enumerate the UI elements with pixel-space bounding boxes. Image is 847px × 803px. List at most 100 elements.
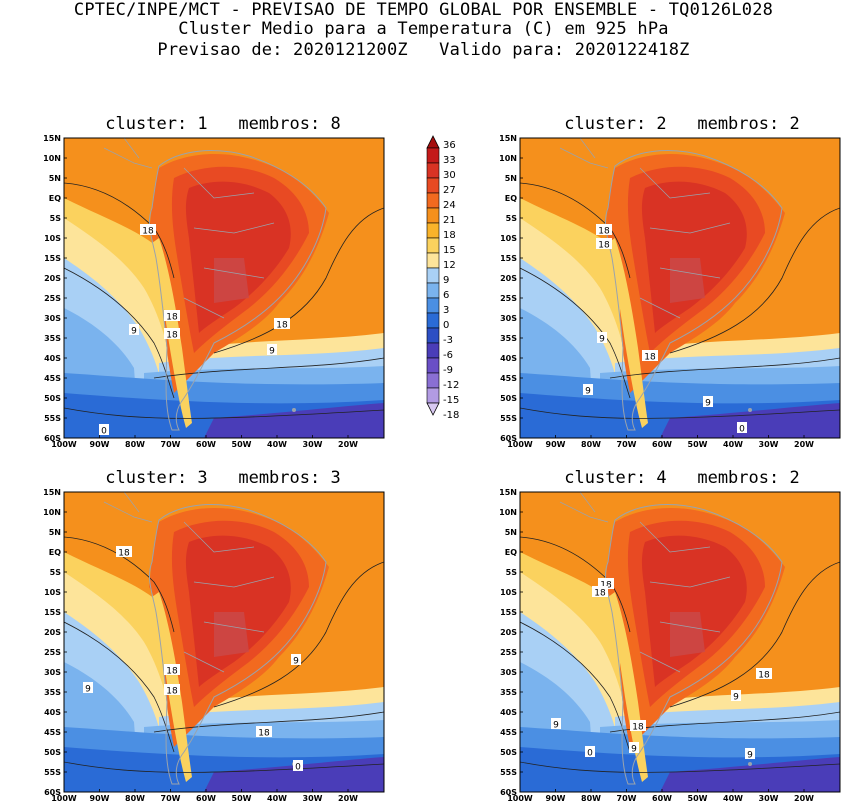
colorbar-label: 24 [443, 200, 456, 211]
lat-tick-label: 20S [500, 274, 517, 283]
lat-tick-label: 40S [44, 354, 61, 363]
contour-label: 18 [630, 720, 646, 733]
contour-label: 18 [256, 726, 272, 739]
colorbar-swatch [426, 282, 440, 299]
lon-tick-label: 90W [546, 794, 566, 803]
map-frame [519, 491, 841, 793]
lat-tick-label: 5N [49, 174, 61, 183]
panel-title-1: cluster: 1 membros: 8 [105, 114, 341, 134]
svg-text:9: 9 [131, 327, 137, 337]
svg-text:18: 18 [166, 687, 178, 697]
lon-tick-label: 30W [759, 794, 779, 803]
svg-text:0: 0 [739, 425, 745, 435]
colorbar-swatch [426, 387, 440, 404]
contour-label: 18 [164, 328, 180, 341]
contour-label: 9 [597, 332, 607, 345]
svg-text:9: 9 [733, 693, 739, 703]
colorbar-label: 9 [443, 275, 449, 286]
lat-tick-label: 15S [44, 608, 61, 617]
lat-tick-label: 10N [43, 508, 61, 517]
lat-tick-label: 10S [44, 588, 61, 597]
lat-tick-label: 50S [44, 394, 61, 403]
colorbar-swatch [426, 327, 440, 344]
lon-tick-label: 100W [51, 440, 77, 449]
map-frame [63, 137, 385, 439]
svg-text:9: 9 [293, 657, 299, 667]
lat-tick-label: 10S [44, 234, 61, 243]
colorbar-label: 36 [443, 140, 456, 151]
lon-tick-label: 70W [617, 794, 637, 803]
contour-label: 9 [291, 654, 301, 667]
panel-title-2: cluster: 2 membros: 2 [564, 114, 800, 134]
lat-tick-label: 20S [500, 628, 517, 637]
svg-text:9: 9 [269, 347, 275, 357]
lat-tick-label: 30S [44, 668, 61, 677]
contour-label: 18 [598, 578, 614, 591]
lat-tick-label: 60S [44, 434, 61, 443]
contour-label: 18 [116, 546, 132, 559]
colorbar-swatch [426, 252, 440, 269]
lat-tick-label: 55S [500, 414, 517, 423]
colorbar-swatch [426, 357, 440, 374]
lat-tick-label: 30S [500, 668, 517, 677]
svg-text:9: 9 [599, 335, 605, 345]
header-title-line: CPTEC/INPE/MCT - PREVISAO DE TEMPO GLOBA… [73, 0, 774, 20]
svg-text:9: 9 [747, 751, 753, 761]
svg-text:18: 18 [632, 723, 644, 733]
contour-label: 18 [592, 586, 608, 599]
colorbar-label: -9 [443, 365, 453, 376]
colorbar-swatch [426, 162, 440, 179]
lat-tick-label: 45S [500, 374, 517, 383]
lat-tick-label: 30S [500, 314, 517, 323]
colorbar-swatch [426, 177, 440, 194]
colorbar-label: 30 [443, 170, 456, 181]
colorbar-swatch [426, 237, 440, 254]
lat-tick-label: 45S [44, 728, 61, 737]
colorbar-label: 33 [443, 155, 456, 166]
lat-tick-label: EQ [49, 194, 61, 203]
svg-text:18: 18 [594, 589, 606, 599]
lon-tick-label: 90W [546, 440, 566, 449]
contour-label: 9 [629, 742, 639, 755]
svg-text:18: 18 [142, 227, 154, 237]
lon-tick-label: 40W [267, 794, 287, 803]
contour-label: 18 [140, 224, 156, 237]
lat-tick-label: 35S [500, 688, 517, 697]
contour-label: 9 [551, 718, 561, 731]
lat-tick-label: 35S [500, 334, 517, 343]
lat-tick-label: 5S [50, 568, 62, 577]
svg-text:18: 18 [598, 227, 610, 237]
lat-tick-label: 45S [500, 728, 517, 737]
contour-label: 18 [164, 664, 180, 677]
map-panel-3: 18 18 9 18 9 18 0 15N 10N 5N EQ 5S 10S 15S 20S 25S 30S 35… [43, 488, 385, 803]
lat-tick-label: 55S [500, 768, 517, 777]
lon-tick-label: 50W [688, 440, 708, 449]
lat-tick-label: 55S [44, 414, 61, 423]
colorbar-label: -3 [443, 335, 453, 346]
contour-label: 18 [596, 238, 612, 251]
lon-tick-label: 20W [338, 440, 358, 449]
colorbar-swatch [426, 192, 440, 209]
colorbar-label: 6 [443, 290, 449, 301]
lat-tick-label: 35S [44, 688, 61, 697]
lon-tick-label: 100W [507, 794, 533, 803]
lat-tick-label: 15N [43, 134, 61, 143]
lon-tick-label: 80W [581, 794, 601, 803]
lon-tick-label: 30W [303, 794, 323, 803]
svg-text:18: 18 [276, 321, 288, 331]
lat-tick-label: EQ [49, 548, 61, 557]
colorbar-swatch [426, 222, 440, 239]
contour-label: 9 [731, 690, 741, 703]
colorbar-label: -6 [443, 350, 453, 361]
svg-text:9: 9 [85, 685, 91, 695]
colorbar-label: 18 [443, 230, 456, 241]
lon-tick-label: 100W [507, 440, 533, 449]
contour-label: 18 [642, 350, 658, 363]
lon-tick-label: 40W [267, 440, 287, 449]
svg-text:0: 0 [101, 427, 107, 437]
lon-tick-label: 50W [232, 794, 252, 803]
contour-label: 9 [267, 344, 277, 357]
lon-tick-label: 90W [90, 794, 110, 803]
lat-tick-label: 5N [505, 174, 517, 183]
